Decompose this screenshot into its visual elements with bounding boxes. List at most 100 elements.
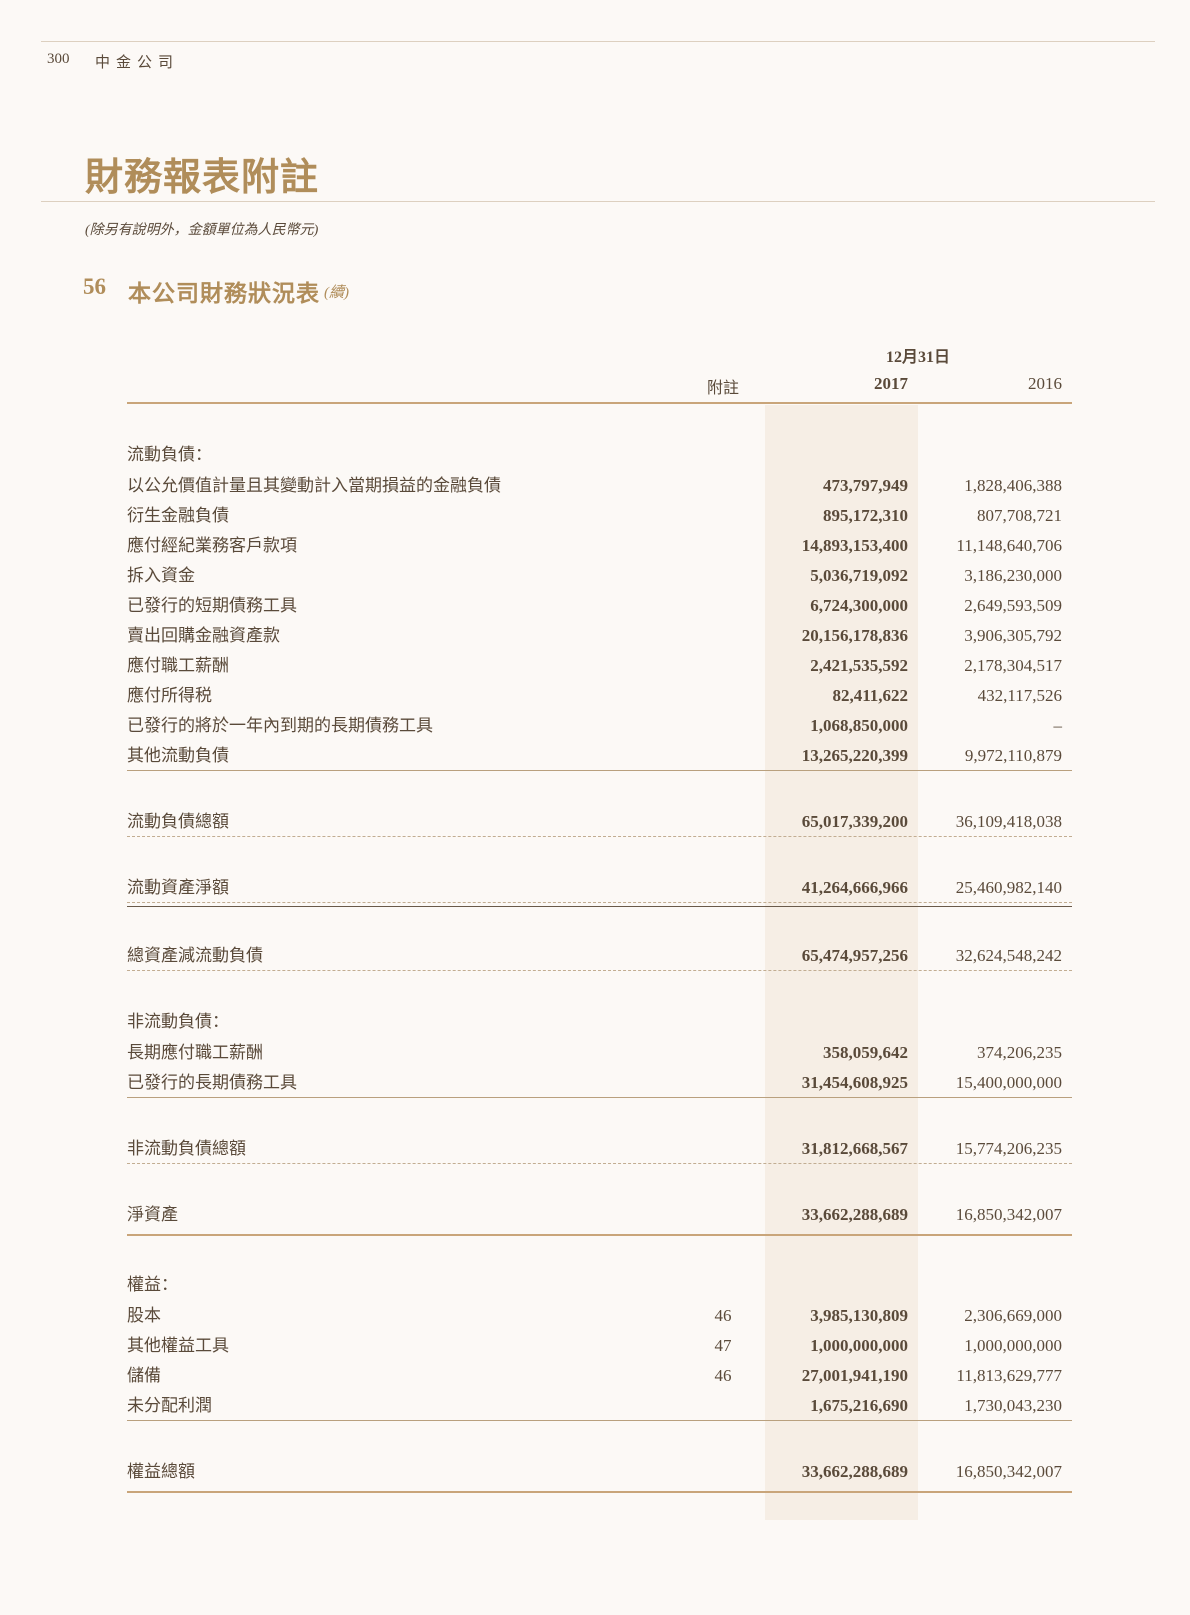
row-label: 應付職工薪酬 — [127, 656, 229, 675]
table-row: 流動負債總額 65,017,339,200 36,109,418,038 — [127, 810, 1072, 834]
row-label: 賣出回購金融資產款 — [127, 626, 280, 645]
currency-note: (除另有說明外，金額單位為人民幣元) — [85, 223, 319, 238]
year-2016-header: 2016 — [1028, 374, 1062, 393]
table-row: 衍生金融負債 895,172,310 807,708,721 — [127, 504, 1072, 528]
title-rule — [41, 201, 1155, 202]
value-2017: 31,454,608,925 — [801, 1073, 908, 1092]
row-label: 流動負債總額 — [127, 812, 229, 831]
row-label: 非流動負債： — [127, 1012, 229, 1031]
value-2017: 1,068,850,000 — [810, 716, 908, 735]
row-note: 46 — [714, 1306, 732, 1325]
value-2017: 5,036,719,092 — [810, 566, 908, 585]
table-rule — [127, 1097, 1072, 1098]
table-row: 以公允價值計量且其變動計入當期損益的金融負債 473,797,949 1,828,4… — [127, 474, 1072, 498]
value-2016: 11,813,629,777 — [956, 1366, 1062, 1385]
table-row: 已發行的長期債務工具 31,454,608,925 15,400,000,000 — [127, 1071, 1072, 1095]
value-2016: 1,730,043,230 — [964, 1396, 1062, 1415]
table-row: 應付所得税 82,411,622 432,117,526 — [127, 684, 1072, 708]
table-rule — [127, 1234, 1072, 1236]
section-continued: (續) — [324, 285, 349, 301]
value-2016: 3,906,305,792 — [964, 626, 1062, 645]
table-rule — [127, 1491, 1072, 1493]
row-label: 已發行的長期債務工具 — [127, 1073, 297, 1092]
value-2016: 25,460,982,140 — [955, 878, 1062, 897]
value-2017: 358,059,642 — [823, 1043, 908, 1062]
value-2016: 1,000,000,000 — [964, 1336, 1062, 1355]
value-2017: 27,001,941,190 — [801, 1366, 908, 1385]
table-row: 非流動負債： — [127, 1010, 1072, 1034]
table-row: 已發行的短期債務工具 6,724,300,000 2,649,593,509 — [127, 594, 1072, 618]
table-row: 拆入資金 5,036,719,092 3,186,230,000 — [127, 564, 1072, 588]
value-2016: – — [1053, 716, 1063, 735]
value-2016: 16,850,342,007 — [955, 1205, 1062, 1224]
row-note: 46 — [714, 1366, 732, 1385]
value-2016: 11,148,640,706 — [956, 536, 1062, 555]
value-2016: 807,708,721 — [977, 506, 1062, 525]
value-2016: 32,624,548,242 — [955, 946, 1062, 965]
value-2017: 1,675,216,690 — [810, 1396, 908, 1415]
value-2017: 13,265,220,399 — [801, 746, 908, 765]
value-2016: 9,972,110,879 — [964, 746, 1062, 765]
row-label: 拆入資金 — [127, 566, 195, 585]
date-header: 12月31日 — [885, 349, 950, 366]
table-row: 權益總額 33,662,288,689 16,850,342,007 — [127, 1460, 1072, 1484]
table-row: 應付職工薪酬 2,421,535,592 2,178,304,517 — [127, 654, 1072, 678]
row-label: 流動資產淨額 — [127, 878, 229, 897]
table-row: 權益： — [127, 1273, 1072, 1297]
table-header-rule — [127, 402, 1072, 404]
company-name: 中金公司 — [95, 55, 180, 71]
table-row: 流動負債： — [127, 443, 1072, 467]
row-label: 非流動負債總額 — [127, 1139, 246, 1158]
row-label: 儲備 — [127, 1366, 161, 1385]
value-2017: 473,797,949 — [823, 476, 908, 495]
row-label: 淨資產 — [127, 1205, 178, 1224]
table-row: 其他權益工具 47 1,000,000,000 1,000,000,000 — [127, 1334, 1072, 1358]
page-number: 300 — [47, 51, 70, 67]
table-row: 長期應付職工薪酬 358,059,642 374,206,235 — [127, 1041, 1072, 1065]
row-label: 其他權益工具 — [127, 1336, 229, 1355]
row-label: 權益： — [127, 1275, 178, 1294]
value-2017: 65,017,339,200 — [801, 812, 908, 831]
row-label: 應付所得税 — [127, 686, 212, 705]
value-2017: 2,421,535,592 — [810, 656, 908, 675]
value-2016: 2,649,593,509 — [964, 596, 1062, 615]
value-2017: 14,893,153,400 — [801, 536, 908, 555]
table-row: 已發行的將於一年內到期的長期債務工具 1,068,850,000 – — [127, 714, 1072, 738]
table-rule — [127, 836, 1072, 837]
table-row: 賣出回購金融資產款 20,156,178,836 3,906,305,792 — [127, 624, 1072, 648]
section-number: 56 — [83, 274, 106, 299]
row-label: 總資產減流動負債 — [127, 946, 263, 965]
row-label: 應付經紀業務客戶款項 — [127, 536, 297, 555]
row-note: 47 — [714, 1336, 732, 1355]
table-row: 股本 46 3,985,130,809 2,306,669,000 — [127, 1304, 1072, 1328]
value-2017: 65,474,957,256 — [801, 946, 908, 965]
table-rule — [127, 1163, 1072, 1164]
page-title: 財務報表附註 — [85, 157, 320, 199]
table-row: 淨資產 33,662,288,689 16,850,342,007 — [127, 1203, 1072, 1227]
value-2016: 16,850,342,007 — [955, 1462, 1062, 1481]
value-2016: 15,774,206,235 — [955, 1139, 1062, 1158]
row-label: 以公允價值計量且其變動計入當期損益的金融負債 — [127, 476, 501, 495]
table-row: 未分配利潤 1,675,216,690 1,730,043,230 — [127, 1394, 1072, 1418]
value-2017: 895,172,310 — [823, 506, 908, 525]
value-2016: 3,186,230,000 — [964, 566, 1062, 585]
row-label: 已發行的短期債務工具 — [127, 596, 297, 615]
value-2017: 82,411,622 — [832, 686, 908, 705]
year-2017-header: 2017 — [874, 374, 908, 393]
section-title: 本公司財務狀況表 — [128, 281, 320, 306]
row-label: 其他流動負債 — [127, 746, 229, 765]
table-row: 總資產減流動負債 65,474,957,256 32,624,548,242 — [127, 944, 1072, 968]
value-2017: 41,264,666,966 — [801, 878, 908, 897]
table-row: 儲備 46 27,001,941,190 11,813,629,777 — [127, 1364, 1072, 1388]
table-rule — [127, 902, 1072, 903]
value-2016: 2,178,304,517 — [964, 656, 1062, 675]
note-column-header: 附註 — [706, 380, 739, 397]
table-rule — [127, 770, 1072, 771]
table-rule — [127, 906, 1072, 907]
value-2017: 6,724,300,000 — [810, 596, 908, 615]
row-label: 未分配利潤 — [127, 1396, 212, 1415]
row-label: 長期應付職工薪酬 — [127, 1043, 263, 1062]
row-label: 股本 — [127, 1306, 161, 1325]
table-row: 流動資產淨額 41,264,666,966 25,460,982,140 — [127, 876, 1072, 900]
current-year-highlight — [765, 405, 918, 1520]
